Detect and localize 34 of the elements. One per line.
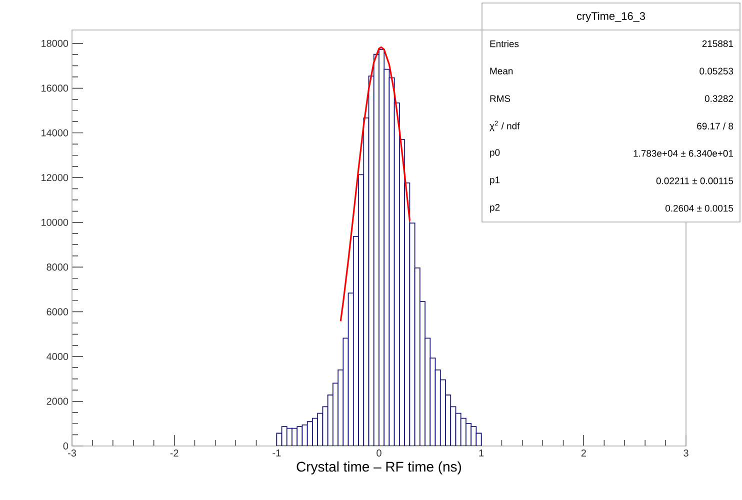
text: cryTime_16_3	[576, 12, 646, 22]
annotation: χ$^{2}$ / ndf	[490, 120, 520, 132]
line-series	[340, 46, 410, 322]
annotation: Entries	[490, 40, 519, 48]
annotation: p1	[490, 176, 500, 186]
annotation: 1.783e+04 ± 6.340e+01	[634, 150, 733, 157]
annotation: RMS	[490, 95, 510, 102]
y-tick-label: 6000	[46, 308, 68, 316]
x-tick-label: 1	[479, 450, 484, 456]
text: 215881	[702, 40, 734, 48]
x-tick-label: 3	[684, 450, 688, 457]
x-tick-label: -1	[272, 450, 281, 456]
y-tick-label: 2000	[46, 398, 68, 405]
y-tick-label: 18000	[42, 40, 68, 47]
x-axis-title: Crystal time – RF time (ns)	[296, 461, 462, 474]
text: 69.17 / 8	[697, 122, 734, 130]
text: 0.3282	[704, 95, 734, 102]
annotation: p2	[490, 204, 500, 213]
y-tick-label: 0	[63, 442, 68, 450]
annotation: Mean	[490, 68, 513, 74]
y-tick-label: 14000	[42, 129, 68, 136]
y-tick-label: 10000	[42, 218, 68, 226]
y-tick-label: 12000	[42, 174, 68, 182]
x-tick-label: 2	[581, 450, 586, 456]
y-tick-label: 8000	[46, 264, 68, 271]
annotation: p0	[490, 149, 500, 158]
y-tick-label: 16000	[42, 84, 68, 92]
annotation: 0.02211 ± 0.00115	[656, 178, 734, 184]
x-tick-label: -3	[68, 450, 76, 457]
y-tick-label: 4000	[46, 353, 68, 360]
x-tick-label: -2	[170, 450, 178, 456]
x-tick-label: 0	[376, 450, 382, 457]
text: 0.05253	[700, 68, 734, 74]
annotation: 0.2604 ± 0.0015	[666, 204, 734, 212]
